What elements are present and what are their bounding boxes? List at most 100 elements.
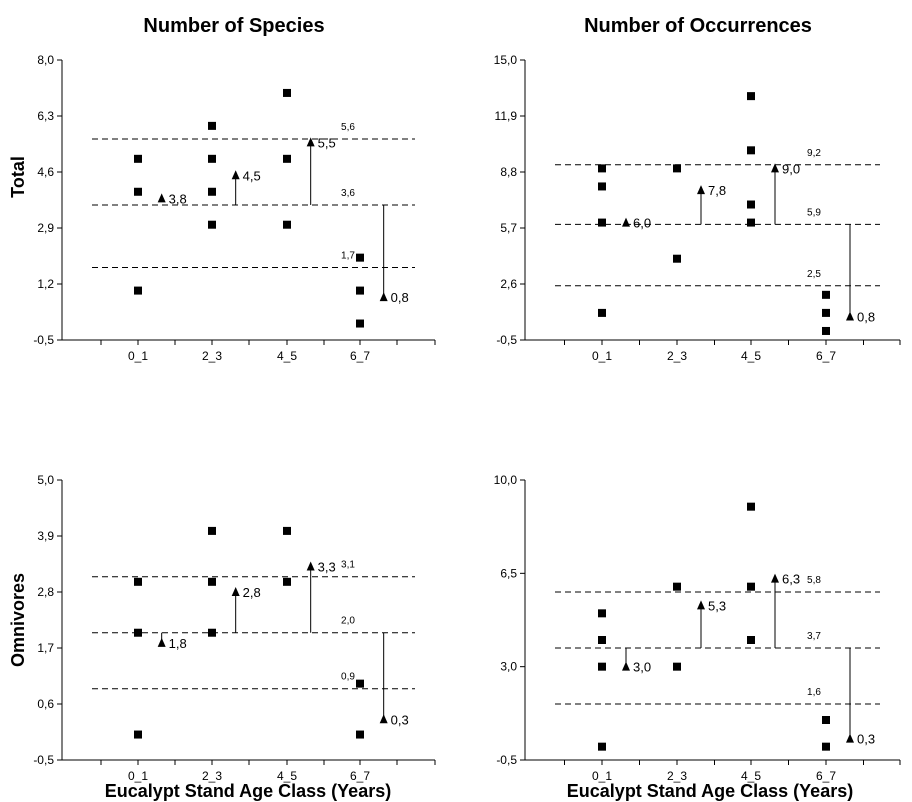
x-tick-label: 6_7 — [816, 349, 836, 363]
data-point — [598, 742, 606, 751]
reference-line-label: 3,1 — [341, 560, 355, 571]
data-point — [747, 218, 755, 227]
row-label-omnivores: Omnivores — [8, 573, 28, 667]
x-tick-label: 6_7 — [350, 349, 370, 363]
data-point — [598, 308, 606, 317]
x-tick-label: 0_1 — [128, 769, 148, 783]
mean-label: 6,0 — [633, 216, 651, 231]
data-point — [356, 253, 364, 262]
reference-line-label: 0,9 — [341, 672, 355, 683]
reference-line-label: 5,8 — [807, 575, 821, 586]
mean-label: 1,8 — [169, 636, 187, 651]
data-point — [598, 609, 606, 618]
x-tick-label: 2_3 — [667, 769, 687, 783]
data-point — [356, 679, 364, 688]
x-tick-label: 6_7 — [816, 769, 836, 783]
data-point — [134, 577, 142, 586]
data-point — [208, 526, 216, 535]
x-tick-label: 6_7 — [350, 769, 370, 783]
data-point — [134, 154, 142, 163]
x-tick-label: 0_1 — [592, 349, 612, 363]
data-point — [208, 628, 216, 637]
y-tick-label: 10,0 — [494, 473, 518, 487]
x-tick-label: 2_3 — [202, 769, 222, 783]
data-point — [283, 577, 291, 586]
x-tick-label: 0_1 — [592, 769, 612, 783]
mean-label: 7,8 — [708, 183, 726, 198]
data-point — [356, 730, 364, 739]
mean-label: 5,3 — [708, 598, 726, 613]
panel-4: 10,0 6,5 3,0 -0,5 0_1 2_3 4_5 6_7 5,8 3,7 1,6 3,0 5,… — [494, 473, 901, 783]
data-point — [747, 582, 755, 591]
y-tick-label: 2,8 — [37, 585, 54, 599]
x-tick-label: 0_1 — [128, 349, 148, 363]
data-point — [134, 187, 142, 196]
data-point — [673, 254, 681, 263]
data-point — [673, 164, 681, 173]
mean-marker — [846, 733, 854, 743]
mean-marker — [771, 163, 779, 173]
data-point — [747, 502, 755, 511]
y-tick-label: -0,5 — [496, 333, 517, 347]
mean-marker — [846, 311, 854, 321]
mean-marker — [157, 193, 166, 203]
mean-marker — [771, 573, 779, 583]
data-point — [822, 742, 830, 751]
data-point — [673, 662, 681, 671]
mean-marker — [697, 600, 705, 610]
y-tick-label: 1,2 — [37, 277, 54, 291]
y-tick-label: -0,5 — [496, 753, 517, 767]
mean-label: 4,5 — [243, 168, 261, 183]
panel-1: 8,0 6,3 4,6 2,9 1,2 -0,5 0_1 2_3 4_5 6_7 5,6 3,6 1,7… — [33, 53, 436, 363]
y-tick-label: 0,6 — [37, 697, 54, 711]
y-tick-label: 6,3 — [37, 109, 54, 123]
y-tick-label: 8,8 — [500, 165, 517, 179]
y-tick-label: 4,6 — [37, 165, 54, 179]
data-point — [356, 286, 364, 295]
data-point — [822, 326, 830, 335]
data-point — [598, 218, 606, 227]
mean-label: 6,3 — [782, 572, 800, 587]
mean-marker — [157, 637, 166, 647]
col-title-species: Number of Species — [143, 15, 324, 37]
data-point — [673, 582, 681, 591]
data-point — [598, 636, 606, 644]
reference-line-label: 2,0 — [341, 616, 355, 627]
data-point — [747, 636, 755, 644]
mean-marker — [697, 185, 705, 195]
y-tick-label: 11,9 — [495, 109, 518, 123]
x-axis-label-left: Eucalypt Stand Age Class (Years) — [105, 781, 391, 801]
reference-line-label: 9,2 — [807, 148, 821, 159]
data-point — [598, 182, 606, 191]
data-point — [283, 220, 291, 229]
mean-label: 0,8 — [391, 290, 409, 305]
mean-label: 5,5 — [318, 135, 336, 150]
y-tick-label: 5,7 — [500, 221, 517, 235]
data-point — [283, 526, 291, 535]
y-tick-label: 8,0 — [37, 53, 54, 67]
reference-line-label: 3,7 — [807, 631, 821, 642]
reference-line-label: 2,5 — [807, 269, 821, 280]
y-tick-label: 6,5 — [500, 566, 517, 580]
mean-marker — [379, 292, 388, 302]
mean-marker — [622, 217, 630, 227]
mean-label: 0,8 — [857, 310, 875, 325]
y-tick-label: 5,0 — [37, 473, 54, 487]
panel-3: 5,0 3,9 2,8 1,7 0,6 -0,5 0_1 2_3 4_5 6_7 3,1 2,0 0,9… — [33, 473, 436, 783]
data-point — [598, 164, 606, 173]
reference-line-label: 1,6 — [807, 687, 821, 698]
y-tick-label: 15,0 — [494, 53, 518, 67]
y-tick-label: 2,6 — [500, 277, 517, 291]
data-point — [134, 286, 142, 295]
mean-label: 0,3 — [391, 712, 409, 727]
data-point — [283, 88, 291, 97]
mean-label: 0,3 — [857, 732, 875, 747]
row-label-total: Total — [8, 156, 28, 198]
data-point — [822, 308, 830, 317]
mean-label: 9,0 — [782, 161, 800, 176]
data-point — [822, 716, 830, 724]
mean-marker — [379, 714, 388, 724]
x-tick-label: 4_5 — [277, 769, 297, 783]
mean-marker — [306, 561, 315, 571]
